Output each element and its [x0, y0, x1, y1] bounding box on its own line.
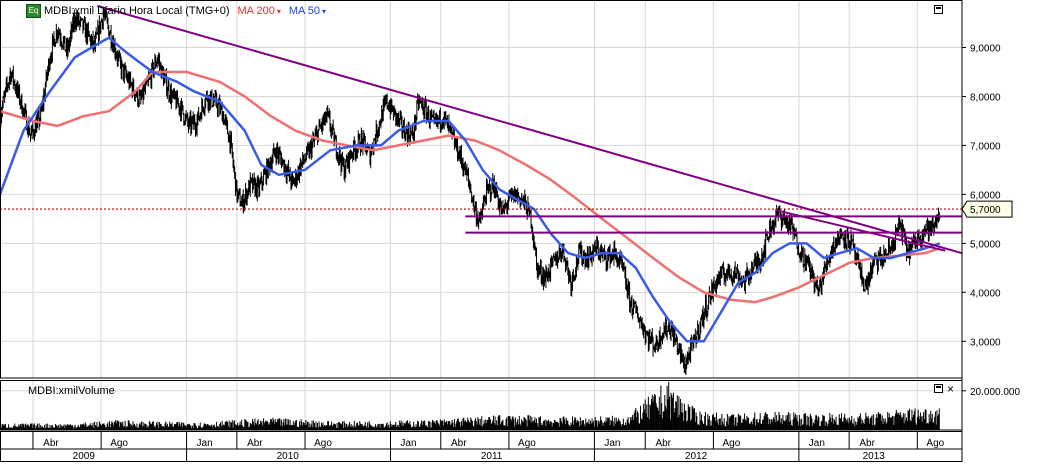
price-bars — [0, 7, 941, 375]
